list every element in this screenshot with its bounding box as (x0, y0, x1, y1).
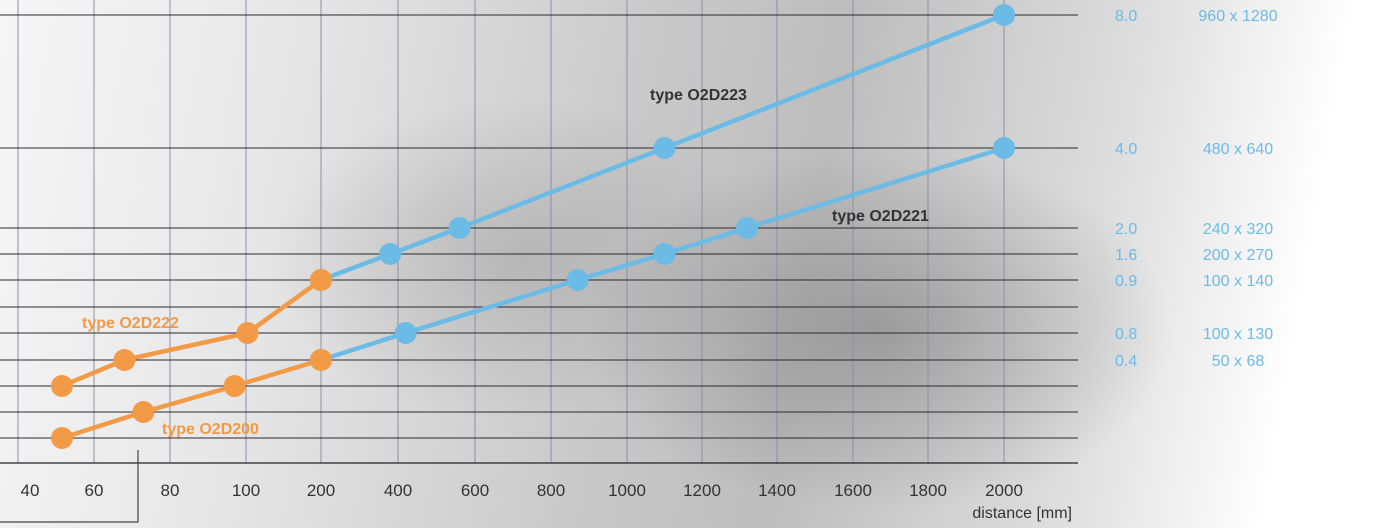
x-tick-label: 2000 (985, 481, 1023, 500)
x-tick-label: 1400 (758, 481, 796, 500)
callout-bracket (0, 450, 139, 523)
y-level-resolution: 200 x 270 (1203, 247, 1273, 264)
y-level-value: 2.0 (1115, 221, 1137, 238)
x-tick-label: 100 (232, 481, 260, 500)
y-level-resolution: 50 x 68 (1212, 353, 1265, 370)
series-point (51, 427, 73, 449)
x-tick-label: 1000 (608, 481, 646, 500)
y-level-value: 0.8 (1115, 326, 1137, 343)
x-tick-label: 800 (537, 481, 565, 500)
series-point (993, 137, 1015, 159)
y-level-resolution: 480 x 640 (1203, 141, 1273, 158)
series-label-3: type O2D200 (162, 421, 259, 438)
series-point (236, 322, 259, 344)
x-tick-label: 1200 (683, 481, 721, 500)
series-point (993, 4, 1015, 26)
series-line-1 (320, 145, 1005, 363)
y-level-resolution: 240 x 320 (1203, 221, 1273, 238)
y-level-value: 1.6 (1115, 247, 1137, 264)
series-label-0: type O2D223 (650, 87, 747, 104)
series-point (566, 269, 589, 291)
x-tick-labels: 40 60 80 100 200 400 600 800 1000 1200 1400 1600 180… (21, 481, 1023, 500)
y-level-resolution: 100 x 140 (1203, 273, 1273, 290)
series-point (310, 269, 332, 291)
x-tick-label: 200 (307, 481, 335, 500)
y-level-value: 8.0 (1115, 8, 1137, 25)
series-points (51, 4, 1015, 449)
series-line-2 (61, 278, 323, 389)
series-point (736, 217, 758, 239)
series-point (379, 243, 402, 265)
x-tick-label: 1800 (909, 481, 947, 500)
series-label-2: type O2D222 (82, 315, 179, 332)
y-level-labels: 8.0 960 x 1280 4.0 480 x 640 2.0 240 x 320 1.6… (1115, 8, 1278, 370)
x-tick-label: 60 (85, 481, 104, 500)
y-level-value: 4.0 (1115, 141, 1137, 158)
series-point (132, 401, 155, 423)
y-level-resolution: 960 x 1280 (1198, 8, 1277, 25)
y-level-resolution: 100 x 130 (1203, 326, 1273, 343)
horizontal-gridlines (0, 14, 1078, 439)
series-point (223, 375, 246, 397)
series-point (394, 322, 417, 344)
axis-frame (0, 450, 1078, 523)
series-point (310, 349, 332, 371)
vertical-gridlines (17, 0, 1005, 463)
series-label-1: type O2D221 (832, 208, 929, 225)
y-level-value: 0.4 (1115, 353, 1137, 370)
series-point (113, 349, 136, 371)
series-point (448, 217, 471, 239)
x-tick-label: 600 (461, 481, 489, 500)
series-point (653, 137, 676, 159)
series-point (51, 375, 73, 397)
series-point (653, 243, 676, 265)
y-level-value: 0.9 (1115, 273, 1137, 290)
series-labels: type O2D223 type O2D221 type O2D222 type O2… (82, 87, 929, 438)
x-tick-label: 1600 (834, 481, 872, 500)
x-tick-label: 80 (161, 481, 180, 500)
x-axis-label: distance [mm] (972, 505, 1072, 522)
series-lines (61, 12, 1005, 441)
x-tick-label: 400 (384, 481, 412, 500)
x-tick-label: 40 (21, 481, 40, 500)
series-line-3 (61, 357, 322, 441)
